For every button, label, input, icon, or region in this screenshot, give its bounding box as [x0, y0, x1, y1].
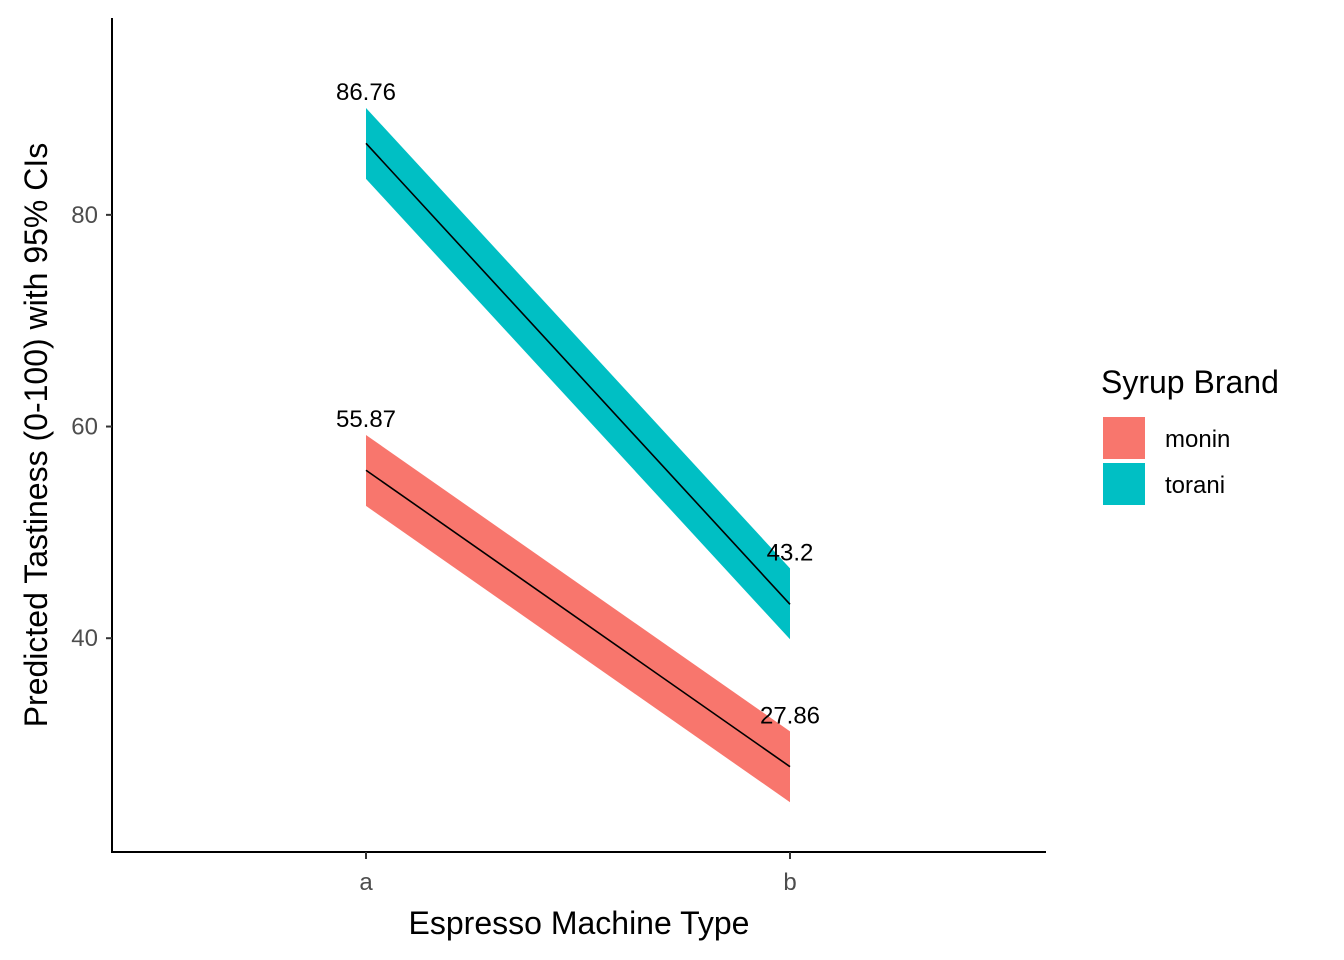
fit-line-monin — [365, 469, 791, 768]
fit-lines — [365, 142, 791, 768]
legend-label-monin: monin — [1165, 426, 1230, 453]
y-tick-label: 80 — [71, 202, 98, 229]
legend-swatch-monin — [1103, 417, 1145, 459]
x-tick-label: b — [783, 869, 796, 896]
y-tick-label: 60 — [71, 414, 98, 441]
x-tick-label: a — [359, 869, 373, 896]
legend-label-torani: torani — [1165, 472, 1225, 499]
y-axis-title: Predicted Tastiness (0-100) with 95% CIs — [18, 143, 54, 728]
y-tick-label: 40 — [71, 625, 98, 652]
legend-items: monin torani — [1103, 417, 1230, 505]
data-label-torani-a: 86.76 — [336, 79, 396, 106]
x-axis-title: Espresso Machine Type — [409, 905, 750, 941]
legend-title: Syrup Brand — [1101, 364, 1279, 400]
data-label-torani-b: 43.2 — [767, 539, 814, 566]
legend-swatch-torani — [1103, 463, 1145, 505]
data-label-monin-b: 27.86 — [760, 702, 820, 729]
data-labels: 55.87 27.86 86.76 43.2 — [336, 79, 820, 729]
legend: Syrup Brand monin torani — [1101, 364, 1279, 505]
y-axis-ticks: 40 60 80 — [71, 202, 112, 652]
data-label-monin-a: 55.87 — [336, 406, 396, 433]
fit-line-torani — [365, 142, 791, 605]
